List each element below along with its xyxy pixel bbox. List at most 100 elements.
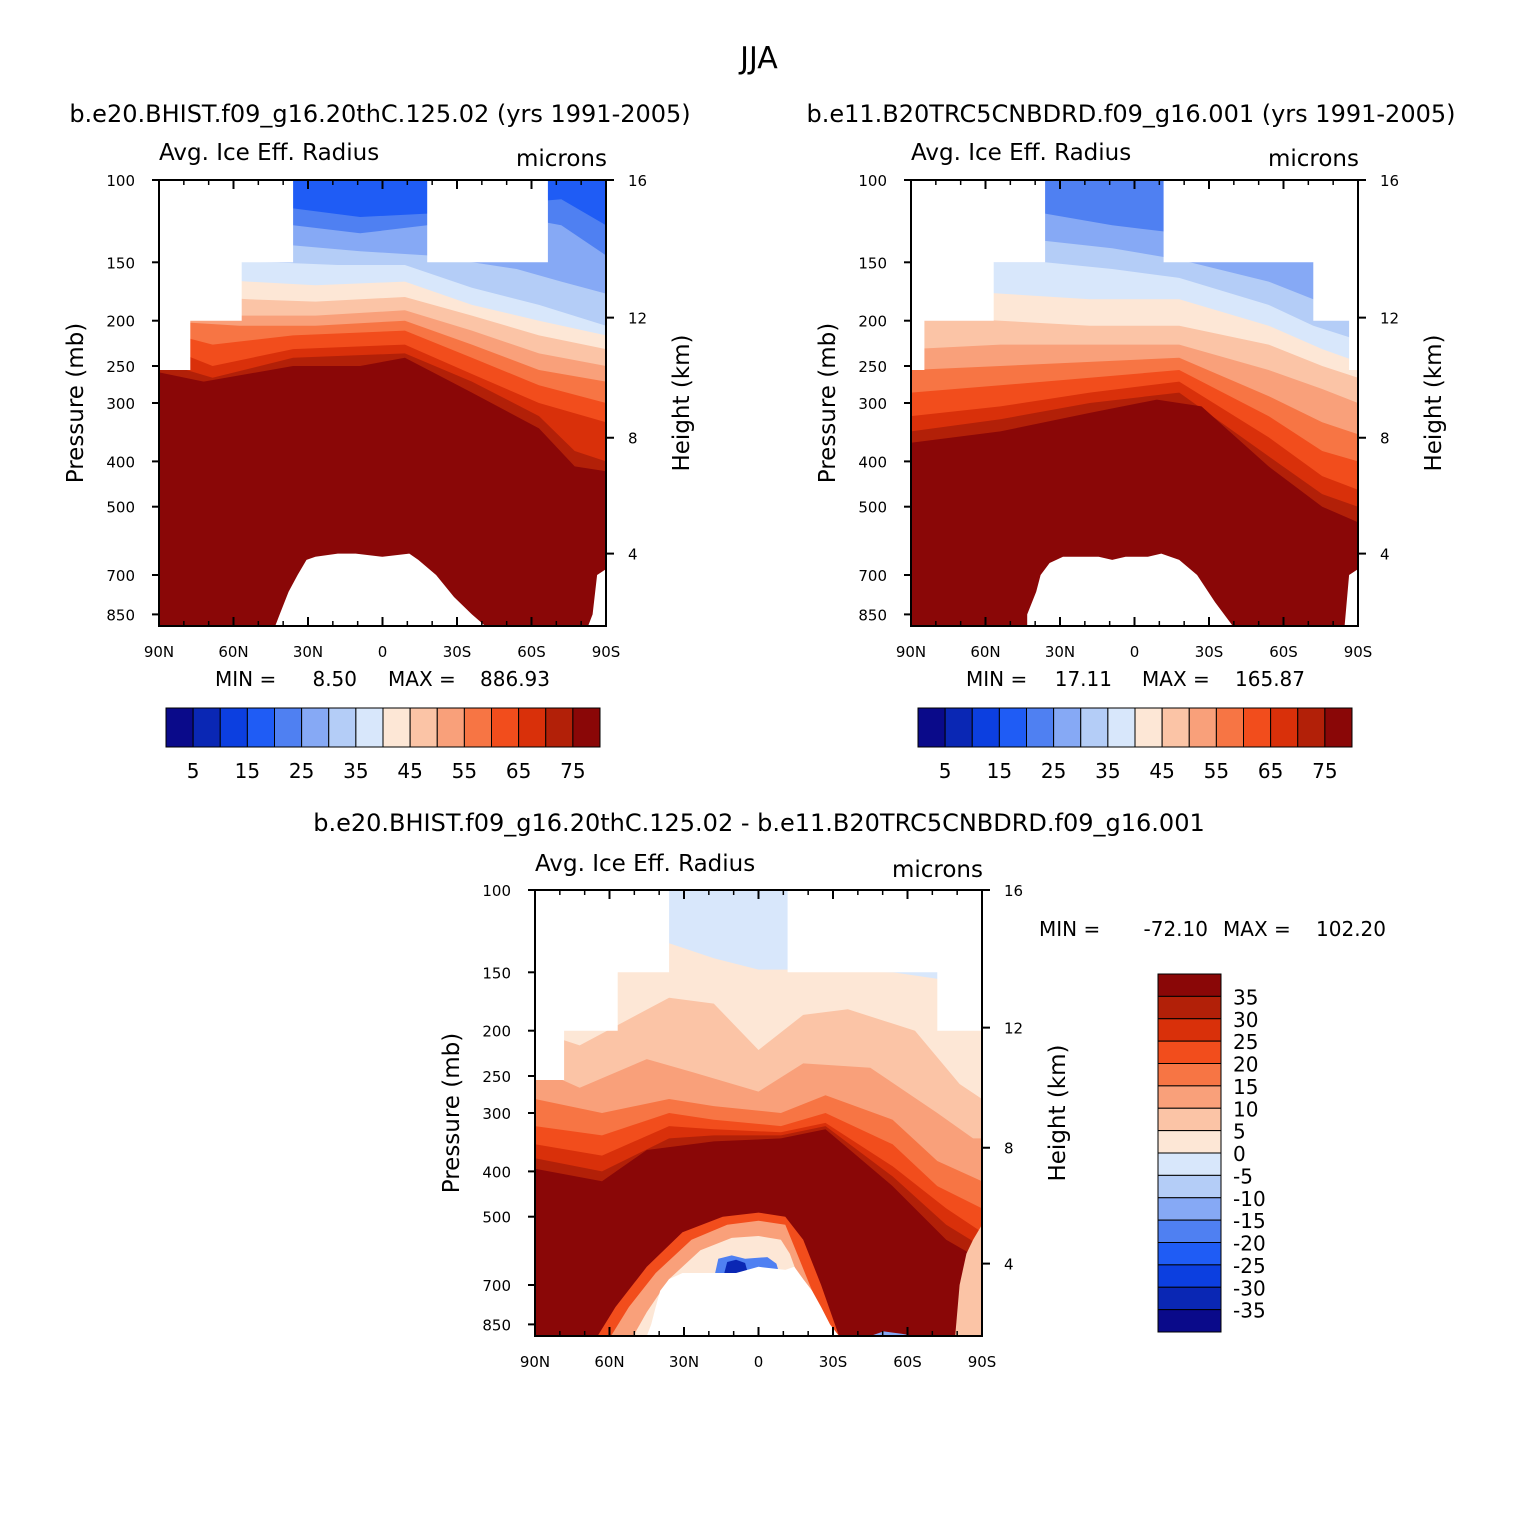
colorbar-box xyxy=(1270,707,1299,748)
topography-mask xyxy=(1027,553,1358,626)
y-tick-label: 250 xyxy=(858,358,887,376)
y-tick-label: 700 xyxy=(858,567,887,585)
colorbar-box xyxy=(572,707,601,748)
y-tick-label: 700 xyxy=(106,567,135,585)
panel1-minmax: MIN = 8.50 MAX = 886.93 xyxy=(215,667,550,691)
panel3-units: microns xyxy=(892,857,983,883)
colorbar-box xyxy=(1157,1286,1222,1311)
y-tick-label: 500 xyxy=(858,499,887,517)
y-tick-label: 100 xyxy=(858,172,887,190)
colorbar-label: 10 xyxy=(1233,1097,1258,1121)
colorbar-box xyxy=(1297,707,1326,748)
contour-band-11 xyxy=(911,399,1358,626)
y2-tick-label: 16 xyxy=(628,172,647,190)
y-tick-label: 300 xyxy=(482,1105,511,1123)
y-tick-label: 150 xyxy=(106,254,135,272)
panel3-plot: 90N 60N 30N 0 30S 60S 90S 100 150 200 250 300 400 500… xyxy=(439,882,1071,1371)
x-tick-label: 90N xyxy=(144,643,174,661)
y-tick-label: 500 xyxy=(482,1209,511,1227)
colorbar-box xyxy=(1157,1242,1222,1266)
colorbar-label: 75 xyxy=(1312,759,1337,783)
panel1-min-value: 8.50 xyxy=(312,667,357,691)
y2-tick-label: 8 xyxy=(1380,430,1390,448)
colorbar-label: 20 xyxy=(1233,1053,1258,1077)
colorbar-label: -15 xyxy=(1233,1209,1266,1233)
x-tick-label: 90S xyxy=(1344,643,1373,661)
colorbar-box xyxy=(491,707,520,748)
colorbar-box xyxy=(998,707,1027,748)
panel1-max-label: MAX = xyxy=(388,667,456,691)
y2-axis-title: Height (km) xyxy=(1045,1044,1071,1181)
polar-band xyxy=(955,1224,982,1336)
panel3-minmax: MIN = -72.10 MAX = 102.20 xyxy=(1039,917,1386,941)
colorbar-label: 5 xyxy=(939,759,952,783)
panel2-colorbar: 5 15 25 35 45 55 65 75 xyxy=(917,707,1353,783)
colorbar-box xyxy=(545,707,574,748)
colorbar-label: 35 xyxy=(1233,985,1258,1009)
colorbar-box xyxy=(1215,707,1244,748)
colorbar-box xyxy=(1157,1085,1222,1109)
colorbar-label: 35 xyxy=(343,759,368,783)
x-tick-label: 90N xyxy=(520,1353,550,1371)
panel1-variable: Avg. Ice Eff. Radius xyxy=(159,140,379,166)
colorbar-label: 45 xyxy=(397,759,422,783)
colorbar-box xyxy=(1157,1040,1222,1064)
colorbar-box xyxy=(1157,1152,1222,1176)
panel1-max-value: 886.93 xyxy=(480,667,550,691)
colorbar-box xyxy=(1324,707,1353,748)
x-tick-label: 60S xyxy=(517,643,546,661)
colorbar-label: 15 xyxy=(1233,1075,1258,1099)
y2-tick-label: 4 xyxy=(628,546,638,564)
colorbar-box xyxy=(1188,707,1217,748)
colorbar-label: -20 xyxy=(1233,1232,1266,1256)
panel3-max-value: 102.20 xyxy=(1316,917,1386,941)
colorbar-box xyxy=(1161,707,1190,748)
colorbar-box xyxy=(382,707,411,748)
y2-tick-label: 8 xyxy=(628,430,638,448)
y2-axis-title: Height (km) xyxy=(1421,334,1447,471)
x-tick-label: 60N xyxy=(970,643,1000,661)
colorbar-label: -30 xyxy=(1233,1276,1266,1300)
colorbar-label: 75 xyxy=(560,759,585,783)
missing-data-top xyxy=(535,890,982,1080)
y-axis-title: Pressure (mb) xyxy=(63,323,89,483)
colorbar-box xyxy=(301,707,330,748)
y2-tick-label: 8 xyxy=(1004,1140,1014,1158)
colorbar-box xyxy=(192,707,221,748)
y-tick-label: 250 xyxy=(482,1068,511,1086)
y-tick-label: 850 xyxy=(858,606,887,624)
colorbar-label: 30 xyxy=(1233,1008,1258,1032)
contour-field xyxy=(535,890,982,1336)
x-tick-label: 30N xyxy=(669,1353,699,1371)
colorbar-box xyxy=(1157,1107,1222,1132)
colorbar-box xyxy=(1157,1264,1222,1288)
y2-tick-label: 4 xyxy=(1380,546,1390,564)
x-tick-label: 0 xyxy=(754,1353,764,1371)
figure-title: JJA xyxy=(738,41,778,76)
y2-tick-label: 12 xyxy=(1380,310,1399,328)
colorbar-box xyxy=(1157,1130,1222,1154)
x-tick-label: 30S xyxy=(819,1353,848,1371)
colorbar-label: -10 xyxy=(1233,1187,1266,1211)
colorbar-label: 25 xyxy=(289,759,314,783)
y2-tick-label: 16 xyxy=(1004,882,1023,900)
colorbar-label: -35 xyxy=(1233,1299,1266,1323)
topography-mask xyxy=(646,1266,839,1336)
colorbar-label: 65 xyxy=(506,759,531,783)
y-tick-label: 500 xyxy=(106,499,135,517)
colorbar-box xyxy=(463,707,492,748)
colorbar-box xyxy=(1157,973,1222,997)
panel3-max-label: MAX = xyxy=(1223,917,1291,941)
panel1-units: microns xyxy=(516,146,607,172)
topography-mask-pole xyxy=(601,572,606,626)
y-tick-label: 300 xyxy=(106,395,135,413)
colorbar-label: -5 xyxy=(1233,1164,1253,1188)
y-tick-label: 100 xyxy=(106,172,135,190)
panel2-max-label: MAX = xyxy=(1142,667,1210,691)
panel2-plot: 90N 60N 30N 0 30S 60S 90S 100 150 200 250 300 400 500… xyxy=(815,172,1447,661)
x-tick-label: 30N xyxy=(1045,643,1075,661)
colorbar-label: 25 xyxy=(1041,759,1066,783)
colorbar-box xyxy=(274,707,303,748)
colorbar-box xyxy=(219,707,248,748)
